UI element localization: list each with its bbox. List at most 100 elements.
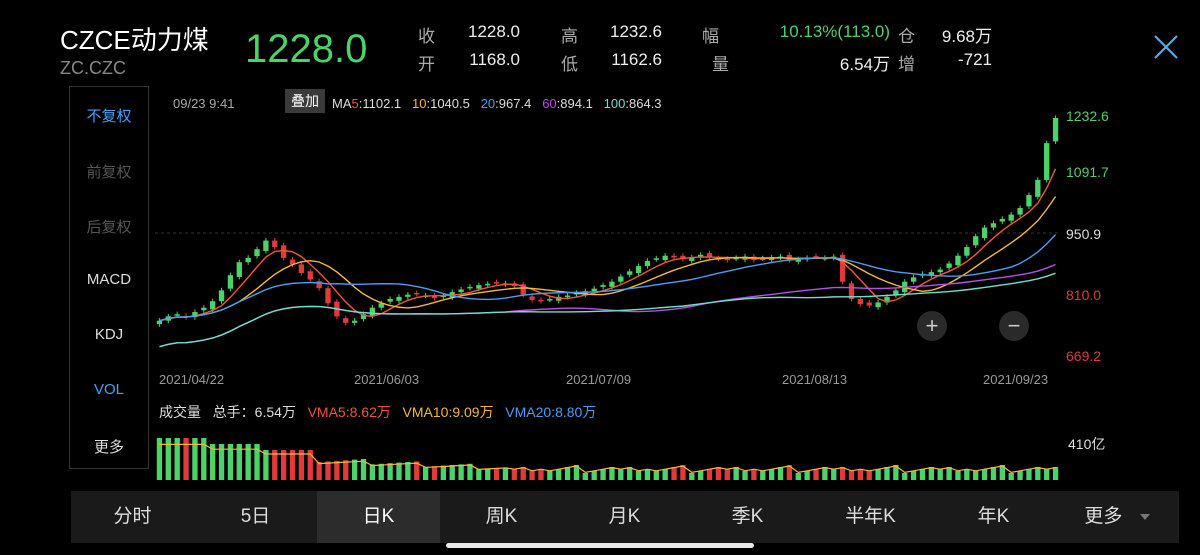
volume-bar <box>786 465 793 480</box>
x-label-4: 2021/09/23 <box>983 372 1049 387</box>
candle <box>431 295 438 299</box>
ma-legend: MA5:1102.1 10:1040.5 20:967.4 60:894.1 1… <box>332 96 662 111</box>
close-icon[interactable] <box>1152 33 1180 61</box>
tab-daily-k[interactable]: 日K <box>317 491 441 543</box>
y-label-0: 1232.6 <box>1066 108 1109 124</box>
zoom-in-button[interactable]: + <box>917 311 947 341</box>
volume-bar <box>280 450 287 480</box>
side-item-no-adjust[interactable]: 不复权 <box>86 108 132 125</box>
volume-bar <box>414 461 420 480</box>
volume-bar <box>795 473 801 480</box>
candle <box>866 302 872 306</box>
ma20-line <box>159 234 1057 322</box>
volume-bar <box>156 438 163 480</box>
volume-bar <box>609 467 615 480</box>
quote-value-open: 1168.0 <box>469 50 520 69</box>
volume-bar <box>955 471 961 480</box>
volume-bar <box>973 471 979 480</box>
candle <box>981 227 988 238</box>
volume-bar <box>502 467 509 480</box>
side-item-backward-adjust[interactable]: 后复权 <box>86 219 132 236</box>
candle <box>369 307 376 316</box>
x-label-1: 2021/06/03 <box>354 372 420 387</box>
volume-bar <box>476 469 482 480</box>
candle <box>254 249 260 257</box>
candle <box>547 299 553 301</box>
candle <box>387 299 393 302</box>
tab-quarterly-k[interactable]: 季K <box>686 491 810 543</box>
candle <box>440 295 447 298</box>
volume-bars-group <box>156 438 1059 480</box>
volume-bar <box>1026 469 1032 480</box>
candles-group <box>156 115 1059 327</box>
volume-bar <box>600 469 606 480</box>
candle <box>1035 179 1041 197</box>
quote-label-high: 高 <box>561 27 578 46</box>
tab-5day[interactable]: 5日 <box>194 491 318 543</box>
volume-bar <box>547 471 553 480</box>
volume-y-label: 410亿 <box>1068 436 1106 452</box>
candlestick-chart[interactable] <box>155 110 1060 368</box>
tab-yearly-k[interactable]: 年K <box>932 491 1056 543</box>
candle <box>227 275 234 289</box>
side-item-macd[interactable]: MACD <box>86 271 132 288</box>
quote-value-open-interest: 9.68万 <box>941 27 992 46</box>
candle <box>964 247 970 256</box>
candle <box>627 271 633 275</box>
volume-bar <box>351 459 358 480</box>
volume-bar <box>272 450 278 480</box>
volume-bar <box>760 471 766 480</box>
side-item-vol[interactable]: VOL <box>93 381 124 398</box>
volume-bar <box>680 465 686 480</box>
overlay-button[interactable]: 叠加 <box>285 89 325 113</box>
quote-label-close: 收 <box>418 27 435 46</box>
candle <box>343 318 349 323</box>
tab-monthly-k[interactable]: 月K <box>563 491 687 543</box>
candle <box>848 283 855 300</box>
candle <box>201 307 207 311</box>
tab-intraday[interactable]: 分时 <box>71 491 195 543</box>
quote-label-change: 幅 <box>702 27 719 46</box>
vma20-legend: VMA20:8.80万 <box>505 404 597 420</box>
volume-chart[interactable] <box>155 425 1060 480</box>
volume-bar <box>298 450 305 480</box>
candle <box>485 283 491 286</box>
volume-bar <box>325 461 331 480</box>
tab-halfyear-k[interactable]: 半年K <box>809 491 933 543</box>
tab-more[interactable]: 更多 <box>1055 491 1179 543</box>
candle <box>1026 195 1032 207</box>
volume-bar <box>644 469 651 480</box>
volume-bar <box>316 462 322 480</box>
volume-bar <box>192 438 198 480</box>
candle <box>893 290 899 296</box>
candle <box>476 285 482 289</box>
zoom-out-button[interactable]: − <box>999 311 1029 341</box>
side-item-more[interactable]: 更多 <box>93 439 124 456</box>
volume-bar <box>990 467 997 480</box>
volume-bar <box>165 438 171 480</box>
candle <box>529 296 535 300</box>
candle <box>458 289 464 293</box>
quote-label-increase: 增 <box>898 55 915 74</box>
volume-bar <box>449 465 455 480</box>
candle <box>839 254 846 282</box>
quote-value-high: 1232.6 <box>610 22 662 41</box>
vma-line <box>159 443 1056 474</box>
volume-bar <box>218 444 225 480</box>
candle <box>857 299 864 305</box>
candle <box>316 281 322 289</box>
volume-bar <box>564 467 571 480</box>
side-item-forward-adjust[interactable]: 前复权 <box>86 164 132 181</box>
volume-bar <box>946 467 952 480</box>
tab-weekly-k[interactable]: 周K <box>440 491 564 543</box>
volume-bar <box>768 469 775 480</box>
side-menu: 不复权 前复权 后复权 MACD KDJ VOL 更多 <box>69 86 149 469</box>
candle <box>263 240 269 251</box>
candle <box>689 257 695 261</box>
side-item-kdj[interactable]: KDJ <box>94 326 124 343</box>
volume-bar <box>706 469 713 480</box>
vma5-legend: VMA5:8.62万 <box>307 404 391 420</box>
y-label-3: 810.0 <box>1066 287 1102 303</box>
volume-bar <box>742 471 748 480</box>
candle <box>635 266 642 274</box>
